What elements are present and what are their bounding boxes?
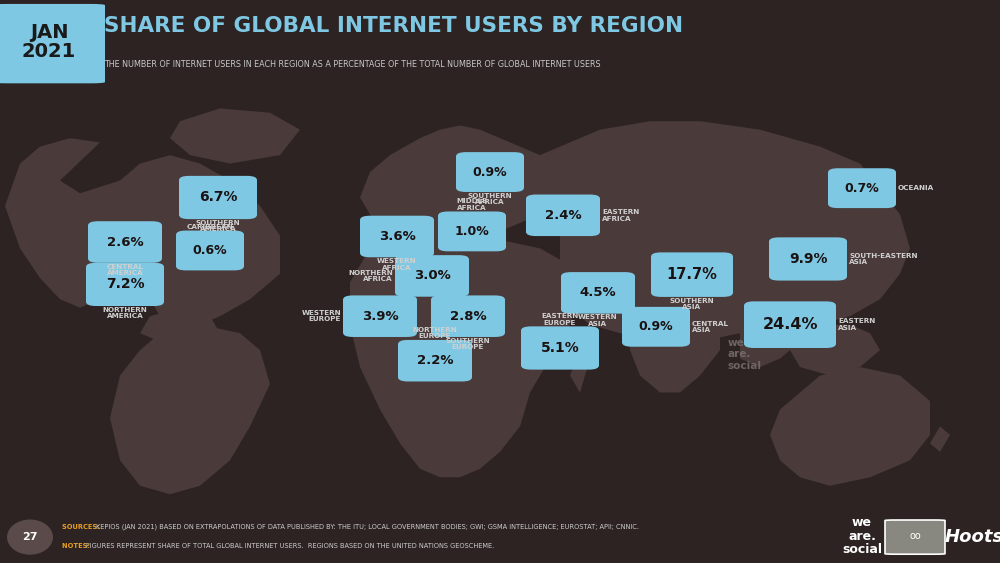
- Polygon shape: [5, 138, 280, 325]
- Text: SOUTHERN
AFRICA: SOUTHERN AFRICA: [468, 193, 512, 205]
- Polygon shape: [860, 257, 890, 278]
- FancyBboxPatch shape: [176, 231, 244, 270]
- Polygon shape: [820, 376, 870, 401]
- Text: JAN
2021: JAN 2021: [22, 23, 76, 61]
- Polygon shape: [380, 159, 400, 185]
- Text: EASTERN
ASIA: EASTERN ASIA: [838, 319, 875, 331]
- Polygon shape: [110, 325, 270, 494]
- FancyBboxPatch shape: [395, 255, 469, 297]
- FancyBboxPatch shape: [622, 307, 690, 347]
- Polygon shape: [630, 282, 720, 392]
- Text: we
are.
social: we are. social: [842, 516, 882, 556]
- Text: MIDDLE
AFRICA: MIDDLE AFRICA: [456, 198, 488, 211]
- FancyBboxPatch shape: [744, 301, 836, 348]
- FancyBboxPatch shape: [360, 216, 434, 257]
- Text: 0.6%: 0.6%: [193, 244, 227, 257]
- Text: SOUTH-EASTERN
ASIA: SOUTH-EASTERN ASIA: [849, 253, 918, 265]
- FancyBboxPatch shape: [179, 176, 257, 219]
- Polygon shape: [690, 342, 710, 359]
- Polygon shape: [200, 282, 240, 295]
- Polygon shape: [740, 282, 810, 367]
- Text: NORTHERN
AMERICA: NORTHERN AMERICA: [103, 307, 147, 319]
- Polygon shape: [570, 350, 590, 392]
- Text: 0.7%: 0.7%: [845, 182, 879, 195]
- Text: CENTRAL
ASIA: CENTRAL ASIA: [692, 320, 729, 333]
- Text: 3.0%: 3.0%: [414, 270, 450, 283]
- Text: EASTERN
EUROPE: EASTERN EUROPE: [541, 313, 579, 325]
- Text: 3.6%: 3.6%: [379, 230, 415, 243]
- Text: SHARE OF GLOBAL INTERNET USERS BY REGION: SHARE OF GLOBAL INTERNET USERS BY REGION: [104, 16, 683, 36]
- Polygon shape: [870, 215, 900, 253]
- Polygon shape: [790, 325, 880, 376]
- FancyBboxPatch shape: [431, 296, 505, 337]
- FancyBboxPatch shape: [885, 520, 945, 554]
- Text: Hootsuite: Hootsuite: [945, 528, 1000, 546]
- Text: 2.6%: 2.6%: [107, 235, 143, 248]
- Text: THE NUMBER OF INTERNET USERS IN EACH REGION AS A PERCENTAGE OF THE TOTAL NUMBER : THE NUMBER OF INTERNET USERS IN EACH REG…: [104, 60, 601, 69]
- Text: WESTERN
EUROPE: WESTERN EUROPE: [301, 310, 341, 323]
- Polygon shape: [570, 265, 640, 325]
- FancyBboxPatch shape: [769, 238, 847, 280]
- FancyBboxPatch shape: [561, 272, 635, 314]
- Text: WESTERN
AFRICA: WESTERN AFRICA: [377, 258, 417, 271]
- Text: 0.9%: 0.9%: [639, 320, 673, 333]
- Text: oo: oo: [909, 531, 921, 541]
- Polygon shape: [770, 367, 930, 486]
- Text: SOUTHERN
ASIA: SOUTHERN ASIA: [670, 298, 714, 310]
- Text: SOUTHERN
EUROPE: SOUTHERN EUROPE: [446, 338, 490, 350]
- Text: 3.9%: 3.9%: [362, 310, 398, 323]
- Text: 5.1%: 5.1%: [541, 341, 579, 355]
- Text: SOURCES:: SOURCES:: [62, 524, 102, 530]
- Text: 27: 27: [22, 532, 38, 542]
- Text: 2.4%: 2.4%: [545, 209, 581, 222]
- Polygon shape: [170, 109, 300, 164]
- Text: WESTERN
ASIA: WESTERN ASIA: [578, 315, 618, 327]
- FancyBboxPatch shape: [828, 168, 896, 208]
- Polygon shape: [540, 121, 910, 342]
- Polygon shape: [140, 308, 220, 342]
- Text: 17.7%: 17.7%: [667, 267, 717, 282]
- Text: NOTES:: NOTES:: [62, 543, 92, 549]
- Text: NORTHERN
AFRICA: NORTHERN AFRICA: [348, 270, 393, 282]
- Ellipse shape: [7, 520, 53, 555]
- Text: 7.2%: 7.2%: [106, 278, 144, 292]
- Text: OCEANIA: OCEANIA: [898, 185, 934, 191]
- Text: 4.5%: 4.5%: [580, 287, 616, 300]
- Text: KEPIOS (JAN 2021) BASED ON EXTRAPOLATIONS OF DATA PUBLISHED BY: THE ITU; LOCAL G: KEPIOS (JAN 2021) BASED ON EXTRAPOLATION…: [96, 524, 639, 530]
- Text: 9.9%: 9.9%: [789, 252, 827, 266]
- Polygon shape: [930, 426, 950, 452]
- FancyBboxPatch shape: [438, 212, 506, 251]
- Text: EASTERN
AFRICA: EASTERN AFRICA: [602, 209, 639, 222]
- Text: CARIBBEAN: CARIBBEAN: [187, 224, 233, 230]
- Text: 24.4%: 24.4%: [762, 317, 818, 332]
- Text: CENTRAL
AMERICA: CENTRAL AMERICA: [106, 263, 144, 276]
- Text: NORTHERN
EUROPE: NORTHERN EUROPE: [413, 327, 457, 339]
- FancyBboxPatch shape: [526, 195, 600, 236]
- Polygon shape: [360, 126, 570, 244]
- FancyBboxPatch shape: [651, 252, 733, 297]
- FancyBboxPatch shape: [343, 296, 417, 337]
- Text: 6.7%: 6.7%: [199, 190, 237, 204]
- Text: SOUTHERN
AMERICA: SOUTHERN AMERICA: [196, 220, 240, 233]
- FancyBboxPatch shape: [521, 327, 599, 369]
- FancyBboxPatch shape: [86, 263, 164, 306]
- Text: 2.2%: 2.2%: [417, 354, 453, 367]
- FancyBboxPatch shape: [456, 152, 524, 192]
- Text: 0.9%: 0.9%: [473, 166, 507, 178]
- Text: we
are.
social: we are. social: [728, 338, 762, 370]
- Text: 1.0%: 1.0%: [455, 225, 489, 238]
- Text: FIGURES REPRESENT SHARE OF TOTAL GLOBAL INTERNET USERS.  REGIONS BASED ON THE UN: FIGURES REPRESENT SHARE OF TOTAL GLOBAL …: [86, 543, 494, 549]
- FancyBboxPatch shape: [88, 221, 162, 263]
- Polygon shape: [370, 223, 440, 257]
- FancyBboxPatch shape: [0, 4, 105, 83]
- Polygon shape: [350, 236, 580, 477]
- Text: 2.8%: 2.8%: [450, 310, 486, 323]
- FancyBboxPatch shape: [398, 340, 472, 382]
